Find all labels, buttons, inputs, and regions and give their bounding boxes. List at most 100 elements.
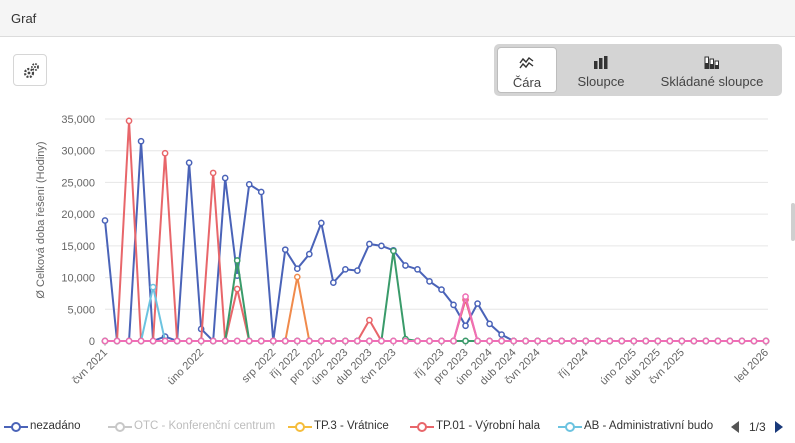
- data-point[interactable]: [546, 337, 554, 345]
- data-point[interactable]: [293, 337, 301, 345]
- data-point[interactable]: [474, 337, 481, 345]
- data-point[interactable]: [390, 337, 397, 345]
- data-point[interactable]: [498, 331, 505, 339]
- chart-type-stacked-button[interactable]: Skládané sloupce: [645, 47, 779, 93]
- data-point[interactable]: [221, 337, 229, 345]
- data-point[interactable]: [678, 337, 686, 345]
- data-point[interactable]: [209, 337, 217, 345]
- data-point[interactable]: [402, 262, 409, 269]
- data-point[interactable]: [498, 337, 505, 345]
- data-point[interactable]: [570, 337, 578, 345]
- data-point[interactable]: [510, 337, 517, 345]
- data-point[interactable]: [462, 322, 469, 330]
- data-point[interactable]: [329, 279, 337, 286]
- data-point[interactable]: [269, 337, 277, 345]
- data-point[interactable]: [161, 337, 169, 345]
- data-point[interactable]: [438, 337, 445, 345]
- data-point[interactable]: [221, 174, 229, 182]
- data-point[interactable]: [101, 217, 109, 224]
- data-point[interactable]: [197, 337, 205, 345]
- data-point[interactable]: [245, 337, 253, 345]
- data-point[interactable]: [462, 293, 469, 300]
- data-point[interactable]: [366, 337, 373, 345]
- data-point[interactable]: [113, 337, 121, 345]
- data-point[interactable]: [450, 301, 457, 309]
- data-point[interactable]: [618, 337, 626, 345]
- data-point[interactable]: [137, 137, 145, 145]
- data-point[interactable]: [149, 283, 157, 291]
- scrollbar-thumb[interactable]: [791, 203, 795, 241]
- data-point[interactable]: [390, 247, 397, 255]
- data-point[interactable]: [486, 337, 493, 345]
- data-point[interactable]: [245, 180, 253, 188]
- data-point[interactable]: [714, 337, 722, 345]
- data-point[interactable]: [450, 337, 457, 345]
- legend-prev-icon[interactable]: [731, 421, 739, 433]
- data-point[interactable]: [173, 337, 181, 345]
- data-point[interactable]: [426, 337, 433, 345]
- data-point[interactable]: [726, 337, 734, 345]
- data-point[interactable]: [354, 267, 361, 274]
- data-point[interactable]: [630, 337, 638, 345]
- data-point[interactable]: [414, 337, 421, 345]
- data-point[interactable]: [702, 337, 710, 345]
- data-point[interactable]: [209, 169, 217, 177]
- data-point[interactable]: [462, 337, 469, 345]
- chart-type-line-button[interactable]: Čára: [497, 47, 557, 93]
- data-point[interactable]: [378, 337, 385, 345]
- data-point[interactable]: [402, 337, 409, 345]
- data-point[interactable]: [137, 337, 145, 345]
- data-point[interactable]: [642, 337, 650, 345]
- data-point[interactable]: [366, 240, 373, 248]
- data-point[interactable]: [342, 265, 349, 273]
- data-point[interactable]: [534, 337, 542, 345]
- data-point[interactable]: [149, 337, 157, 345]
- data-point[interactable]: [317, 219, 325, 227]
- data-point[interactable]: [690, 337, 698, 345]
- data-point[interactable]: [762, 337, 770, 345]
- data-point[interactable]: [305, 337, 313, 345]
- series-5[interactable]: [101, 292, 770, 345]
- data-point[interactable]: [281, 246, 289, 254]
- data-point[interactable]: [654, 337, 662, 345]
- data-point[interactable]: [738, 337, 746, 345]
- data-point[interactable]: [594, 337, 602, 345]
- data-point[interactable]: [233, 257, 241, 264]
- data-point[interactable]: [125, 337, 133, 345]
- chart-settings-button[interactable]: [13, 54, 47, 86]
- data-point[interactable]: [342, 337, 349, 345]
- data-point[interactable]: [666, 337, 674, 345]
- x-tick-label: srp 2022: [240, 347, 279, 386]
- data-point[interactable]: [257, 188, 265, 196]
- data-point[interactable]: [486, 320, 493, 328]
- data-point[interactable]: [438, 286, 445, 293]
- data-point[interactable]: [233, 285, 241, 293]
- data-point[interactable]: [293, 273, 301, 281]
- data-point[interactable]: [474, 300, 481, 307]
- data-point[interactable]: [582, 337, 590, 345]
- data-point[interactable]: [257, 337, 265, 345]
- data-point[interactable]: [185, 159, 193, 167]
- chart-type-bar-button[interactable]: Sloupce: [560, 47, 642, 93]
- series-2[interactable]: [101, 117, 770, 345]
- data-point[interactable]: [161, 149, 169, 157]
- data-point[interactable]: [185, 337, 193, 345]
- legend-next-icon[interactable]: [775, 421, 783, 433]
- data-point[interactable]: [305, 250, 313, 258]
- data-point[interactable]: [329, 337, 337, 345]
- data-point[interactable]: [522, 337, 529, 345]
- data-point[interactable]: [426, 278, 433, 285]
- data-point[interactable]: [378, 242, 385, 250]
- data-point[interactable]: [125, 117, 133, 125]
- data-point[interactable]: [281, 337, 289, 345]
- data-point[interactable]: [233, 337, 241, 345]
- data-point[interactable]: [606, 337, 614, 345]
- data-point[interactable]: [558, 337, 566, 345]
- data-point[interactable]: [293, 265, 301, 273]
- data-point[interactable]: [366, 316, 373, 324]
- data-point[interactable]: [750, 337, 758, 345]
- data-point[interactable]: [101, 337, 109, 345]
- data-point[interactable]: [354, 337, 361, 345]
- data-point[interactable]: [317, 337, 325, 345]
- data-point[interactable]: [414, 265, 421, 273]
